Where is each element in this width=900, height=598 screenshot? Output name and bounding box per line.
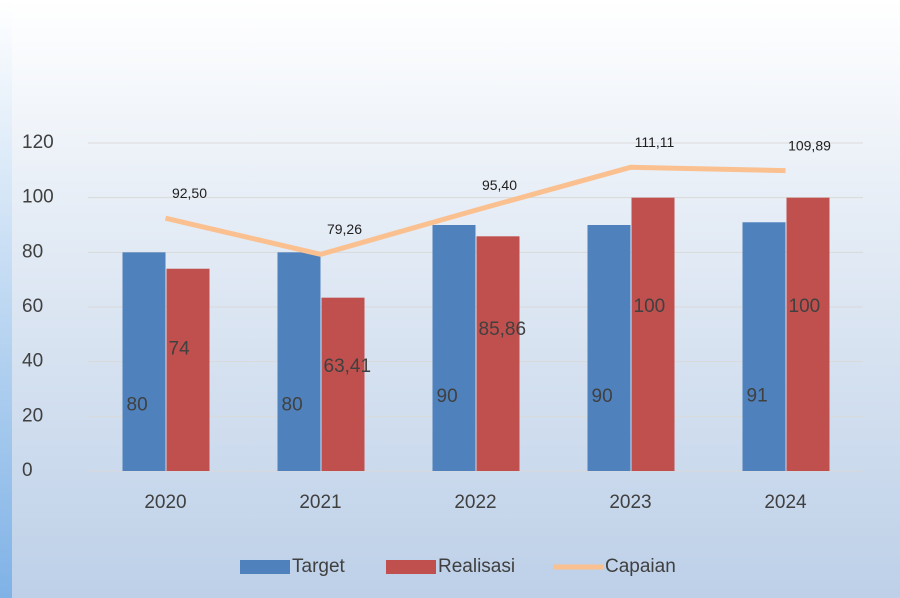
- legend-label: Target: [292, 556, 346, 577]
- bar: [476, 236, 520, 471]
- bar-label: 74: [169, 339, 191, 360]
- line-label: 79,26: [327, 221, 362, 237]
- line: [164, 164, 786, 257]
- legend-swatch: [386, 560, 436, 574]
- legend-label: Capaian: [605, 556, 676, 577]
- line-label: 111,11: [635, 134, 675, 150]
- x-tick-label: 2024: [764, 492, 807, 513]
- legend-swatch: [240, 560, 290, 574]
- line-label: 109,89: [788, 137, 831, 153]
- y-tick-label: 60: [22, 296, 43, 317]
- bar-label: 100: [789, 296, 821, 317]
- y-tick-label: 100: [22, 187, 54, 208]
- bar-label: 63,41: [324, 356, 372, 377]
- y-tick-label: 0: [22, 460, 33, 481]
- bar: [122, 252, 166, 471]
- y-tick-label: 120: [22, 132, 54, 153]
- legend-label: Realisasi: [438, 556, 515, 577]
- bar-label: 80: [127, 394, 148, 415]
- bar-label: 90: [592, 386, 613, 407]
- bar-label: 85,86: [479, 319, 527, 340]
- line-label: 95,40: [482, 177, 517, 193]
- y-tick-label: 80: [22, 241, 43, 262]
- bar-label: 90: [437, 386, 458, 407]
- bar-label: 91: [747, 385, 768, 406]
- x-tick-label: 2022: [454, 492, 496, 513]
- bar: [166, 268, 210, 471]
- bar: [432, 225, 476, 471]
- y-tick-label: 20: [22, 405, 43, 426]
- bar-label: 80: [282, 394, 303, 415]
- x-tick-label: 2023: [609, 492, 651, 513]
- bar-label: 100: [634, 296, 666, 317]
- bar: [786, 197, 830, 471]
- edge: [0, 0, 12, 598]
- x-tick-label: 2021: [299, 492, 341, 513]
- y-tick-label: 40: [22, 351, 43, 372]
- bar: [277, 252, 321, 471]
- bar: [742, 222, 786, 471]
- bar: [321, 297, 365, 471]
- bar: [631, 197, 675, 471]
- bar: [587, 225, 631, 471]
- x-tick-label: 2020: [144, 492, 186, 513]
- line-label: 92,50: [172, 185, 207, 201]
